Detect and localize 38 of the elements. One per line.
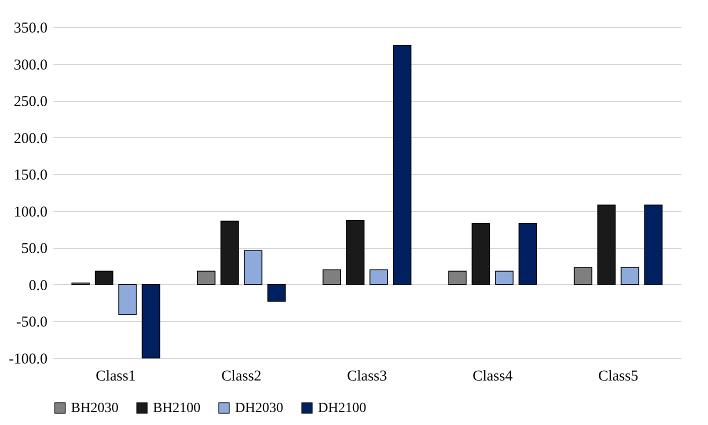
bar [597,204,616,285]
x-tick-label: Class2 [221,368,262,384]
legend-label: BH2030 [71,401,118,416]
bar [142,284,160,358]
bar [220,220,239,285]
legend-label: BH2100 [153,401,200,416]
x-tick-label: Class3 [346,368,388,384]
legend-label: DH2030 [235,401,284,416]
y-tick-label: -100.0 [8,352,48,368]
bar [620,267,640,285]
y-tick-label: -50.0 [16,314,48,331]
y-tick-label: 50.0 [21,241,48,258]
x-tick-label: Class5 [598,368,638,384]
y-tick-label: 200.0 [14,130,48,147]
bar [370,269,388,285]
y-tick-label: 350.0 [14,20,48,36]
bar [448,270,467,285]
bar [472,222,490,285]
x-tick-label: Class1 [96,368,136,384]
y-tick-label: 300.0 [14,57,48,74]
y-tick-label: 250.0 [14,94,48,110]
bar [392,44,412,285]
y-tick-label: 150.0 [14,168,48,184]
x-tick-label: Class4 [472,368,514,384]
bar [518,222,537,285]
bar [322,269,342,285]
y-tick-label: 100.0 [14,204,48,220]
bar [644,204,663,285]
y-tick-label: 0.0 [28,278,48,294]
bar [574,267,592,285]
bar [267,284,286,302]
bar [94,270,114,285]
legend-label: DH2100 [318,401,366,416]
bar [244,250,262,285]
bar [197,270,216,285]
bar [346,220,364,285]
bar [495,270,514,285]
bar [118,284,137,315]
